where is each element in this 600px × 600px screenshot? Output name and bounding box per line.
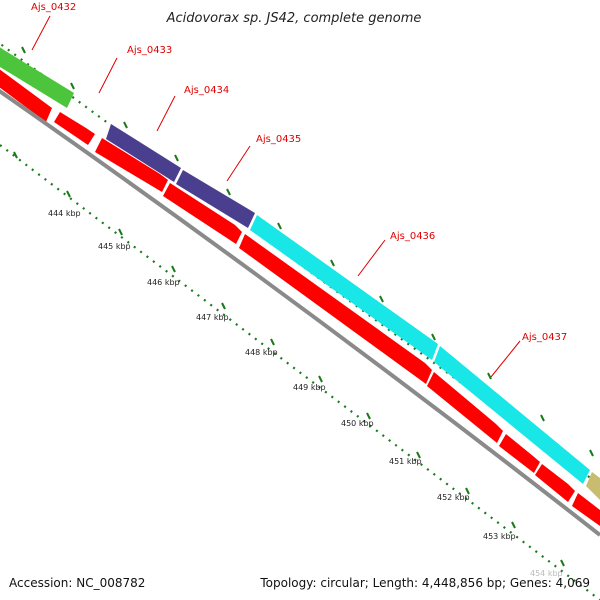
scale-label: 450 kbp <box>341 419 374 428</box>
gene-label-ajs-0432[interactable]: Ajs_0432 <box>31 2 76 13</box>
cds-track <box>0 66 600 526</box>
scale-label: 453 kbp <box>483 532 516 541</box>
genome-summary-text: Topology: circular; Length: 4,448,856 bp… <box>259 576 590 590</box>
inner-ruler-ticks <box>13 151 565 567</box>
gene-bar-ajs-0435[interactable] <box>176 170 255 228</box>
gene-bar-ajs-0436[interactable] <box>250 215 438 360</box>
cds-arrow-8[interactable] <box>535 464 575 502</box>
gene-bar-partial[interactable] <box>586 472 600 500</box>
gene-label-ajs-0437[interactable]: Ajs_0437 <box>522 332 567 343</box>
gene-bar-ajs-0437[interactable] <box>434 346 590 484</box>
cds-arrow-6[interactable] <box>427 372 503 443</box>
scale-label: 447 kbp <box>196 313 229 322</box>
scale-label: 449 kbp <box>293 383 326 392</box>
cds-arrow-3[interactable] <box>95 138 168 192</box>
scale-label: 446 kbp <box>147 278 180 287</box>
gene-bar-ajs-0434[interactable] <box>106 124 181 182</box>
gene-label-ajs-0436[interactable]: Ajs_0436 <box>390 231 435 242</box>
cds-arrow-5[interactable] <box>239 234 432 384</box>
scale-labels: 444 kbp 445 kbp 446 kbp 447 kbp 448 kbp … <box>48 209 563 578</box>
gene-label-ajs-0434[interactable]: Ajs_0434 <box>184 85 229 96</box>
cds-arrow-1[interactable] <box>0 66 52 122</box>
scale-label: 452 kbp <box>437 493 470 502</box>
gene-leaders <box>31 15 521 378</box>
scale-label: 448 kbp <box>245 348 278 357</box>
map-title: Acidovorax sp. JS42, complete genome <box>166 11 422 26</box>
scale-label: 454 kbp <box>530 569 563 578</box>
gene-labels: Ajs_0432 Ajs_0433 Ajs_0434 Ajs_0435 Ajs_… <box>31 2 567 343</box>
cds-arrow-2[interactable] <box>54 112 95 145</box>
genome-backbone <box>0 89 600 537</box>
inner-ruler-dots <box>0 144 600 600</box>
cds-arrow-9[interactable] <box>572 493 600 526</box>
gene-label-ajs-0435[interactable]: Ajs_0435 <box>256 134 301 145</box>
scale-label: 444 kbp <box>48 209 81 218</box>
scale-label: 451 kbp <box>389 457 422 466</box>
accession-text: Accession: NC_008782 <box>9 576 145 590</box>
cds-arrow-7[interactable] <box>499 434 540 473</box>
cds-arrow-4[interactable] <box>163 183 242 244</box>
gene-bar-ajs-0432[interactable] <box>0 44 74 108</box>
scale-label: 445 kbp <box>98 242 131 251</box>
outer-ruler-ticks <box>21 46 594 457</box>
gene-label-ajs-0433[interactable]: Ajs_0433 <box>127 45 172 56</box>
